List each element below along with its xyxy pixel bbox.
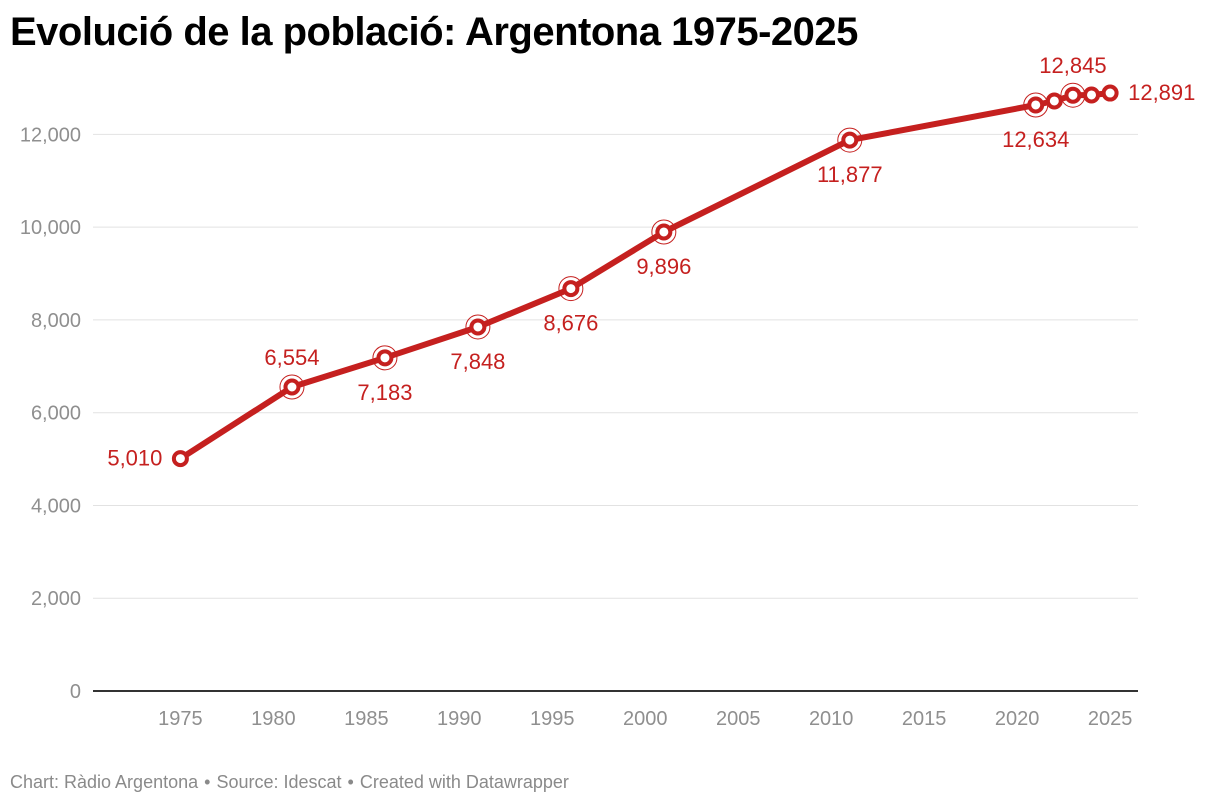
- x-tick-label: 2000: [623, 708, 668, 730]
- y-tick-label: 12,000: [20, 124, 81, 146]
- data-point: [1027, 96, 1045, 114]
- data-label: 8,676: [543, 311, 598, 336]
- highlight-ring: [372, 345, 398, 371]
- highlight-ring: [837, 127, 863, 153]
- x-tick-label: 1985: [344, 708, 389, 730]
- data-point: [1101, 84, 1119, 102]
- footer-created-with: Created with Datawrapper: [359, 772, 569, 792]
- chart-title: Evolució de la població: Argentona 1975-…: [10, 10, 858, 54]
- x-tick-label: 1995: [530, 708, 575, 730]
- data-label: 5,010: [107, 446, 162, 471]
- x-axis: 1975 1980 1985 1990 1995 2000 2005 2010 2015 2020…: [158, 708, 1132, 730]
- y-axis: 0 2,000 4,000 6,000 8,000 10,000 12,000: [20, 124, 81, 703]
- data-point: [283, 378, 301, 396]
- gridlines: [93, 133, 1138, 692]
- highlight-ring: [651, 219, 677, 245]
- y-tick-label: 6,000: [31, 403, 81, 425]
- y-tick-label: 8,000: [31, 310, 81, 332]
- x-tick-label: 1975: [158, 708, 203, 730]
- data-label: 12,634: [1002, 127, 1069, 152]
- x-tick-label: 2015: [902, 708, 947, 730]
- data-point: [171, 450, 189, 468]
- footer-separator: •: [347, 772, 354, 792]
- footer-source: Source: Idescat: [216, 772, 342, 792]
- footer-chart-credit: Chart: Ràdio Argentona: [10, 772, 199, 792]
- x-tick-label: 2005: [716, 708, 761, 730]
- highlight-ring: [558, 276, 584, 302]
- data-point: [655, 223, 673, 241]
- data-label: 6,554: [264, 345, 319, 370]
- footer: Chart: Ràdio Argentona • Source: Idescat • C…: [10, 772, 569, 793]
- data-point: [1083, 86, 1101, 104]
- data-label: 7,848: [450, 349, 505, 374]
- data-label: 12,891: [1128, 80, 1195, 105]
- y-tick-label: 2,000: [31, 588, 81, 610]
- data-label: 7,183: [357, 380, 412, 405]
- x-tick-label: 2020: [995, 708, 1040, 730]
- data-point: [562, 280, 580, 298]
- footer-separator: •: [204, 772, 211, 792]
- highlight-ring: [465, 314, 491, 340]
- data-label: 12,845: [1039, 53, 1106, 78]
- y-tick-label: 0: [70, 681, 81, 703]
- x-tick-label: 1990: [437, 708, 482, 730]
- data-point: [1064, 86, 1082, 104]
- y-tick-label: 4,000: [31, 495, 81, 517]
- data-label: 9,896: [636, 254, 691, 279]
- points-layer: [171, 82, 1119, 468]
- highlight-ring: [279, 374, 305, 400]
- data-point: [841, 131, 859, 149]
- data-point: [469, 318, 487, 336]
- x-tick-label: 2025: [1088, 708, 1133, 730]
- data-label: 11,877: [817, 162, 883, 187]
- data-point: [376, 349, 394, 367]
- x-tick-label: 1980: [251, 708, 296, 730]
- x-tick-label: 2010: [809, 708, 854, 730]
- y-tick-label: 10,000: [20, 217, 81, 239]
- data-point: [1045, 92, 1063, 110]
- data-labels: 5,010 6,554 7,183 7,848 8,676 9,896 11,877 12,6…: [107, 53, 1195, 470]
